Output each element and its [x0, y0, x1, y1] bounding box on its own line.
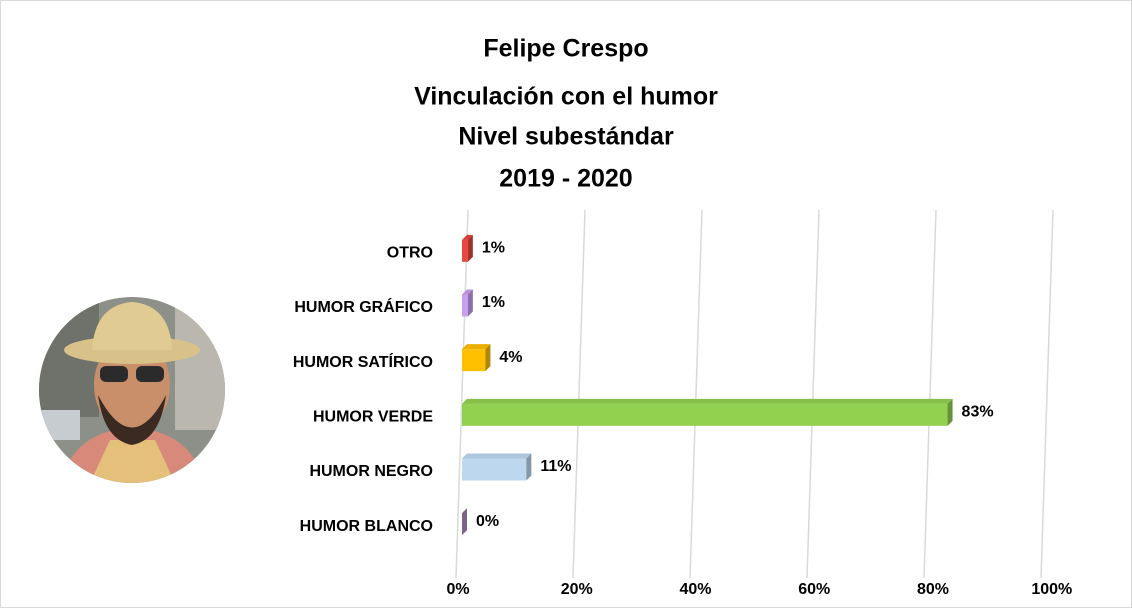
- bar: [462, 458, 527, 481]
- y-tick-label: HUMOR BLANCO: [300, 518, 433, 535]
- chart-title: Nivel subestándar: [458, 123, 674, 151]
- bar: [462, 294, 468, 317]
- x-tick-label: 80%: [917, 581, 949, 598]
- y-tick-label: HUMOR SATÍRICO: [293, 352, 433, 371]
- y-tick-label: HUMOR NEGRO: [309, 463, 433, 480]
- value-label: 4%: [499, 349, 522, 366]
- bar-top: [462, 398, 953, 404]
- x-tick-label: 0%: [446, 581, 469, 598]
- chart-title: Vinculación con el humor: [414, 83, 718, 111]
- x-tick-label: 20%: [561, 581, 593, 598]
- bar-top: [462, 289, 473, 295]
- x-tick-label: 60%: [798, 581, 830, 598]
- x-tick-label: 100%: [1031, 581, 1072, 598]
- bar-top: [462, 344, 491, 350]
- value-label: 0%: [476, 513, 499, 530]
- y-tick-label: OTRO: [387, 245, 433, 262]
- value-label: 1%: [482, 240, 505, 257]
- chart-title: Felipe Crespo: [483, 35, 648, 63]
- chart-title: 2019 - 2020: [499, 165, 632, 193]
- value-label: 83%: [962, 404, 994, 421]
- bar-side: [467, 234, 473, 262]
- grid-line: [572, 209, 586, 579]
- grid-line: [1040, 209, 1054, 579]
- bar-top: [462, 453, 532, 459]
- photo: [39, 297, 225, 483]
- value-label: 11%: [540, 458, 571, 475]
- grid-line: [923, 209, 937, 579]
- y-tick-label: HUMOR VERDE: [313, 409, 433, 426]
- bar: [462, 403, 948, 426]
- bar: [462, 239, 468, 262]
- bar-side: [485, 344, 491, 372]
- bar-side: [467, 289, 473, 317]
- y-tick-label: HUMOR GRÁFICO: [294, 297, 433, 316]
- bar-side: [462, 508, 467, 536]
- grid-line: [689, 209, 703, 579]
- grid-line: [455, 209, 469, 579]
- bar-side: [526, 453, 532, 481]
- bar-top: [462, 234, 473, 240]
- bar-side: [947, 398, 953, 426]
- grid-line: [806, 209, 820, 579]
- x-tick-label: 40%: [679, 581, 711, 598]
- bar: [462, 349, 486, 372]
- value-label: 1%: [482, 294, 505, 311]
